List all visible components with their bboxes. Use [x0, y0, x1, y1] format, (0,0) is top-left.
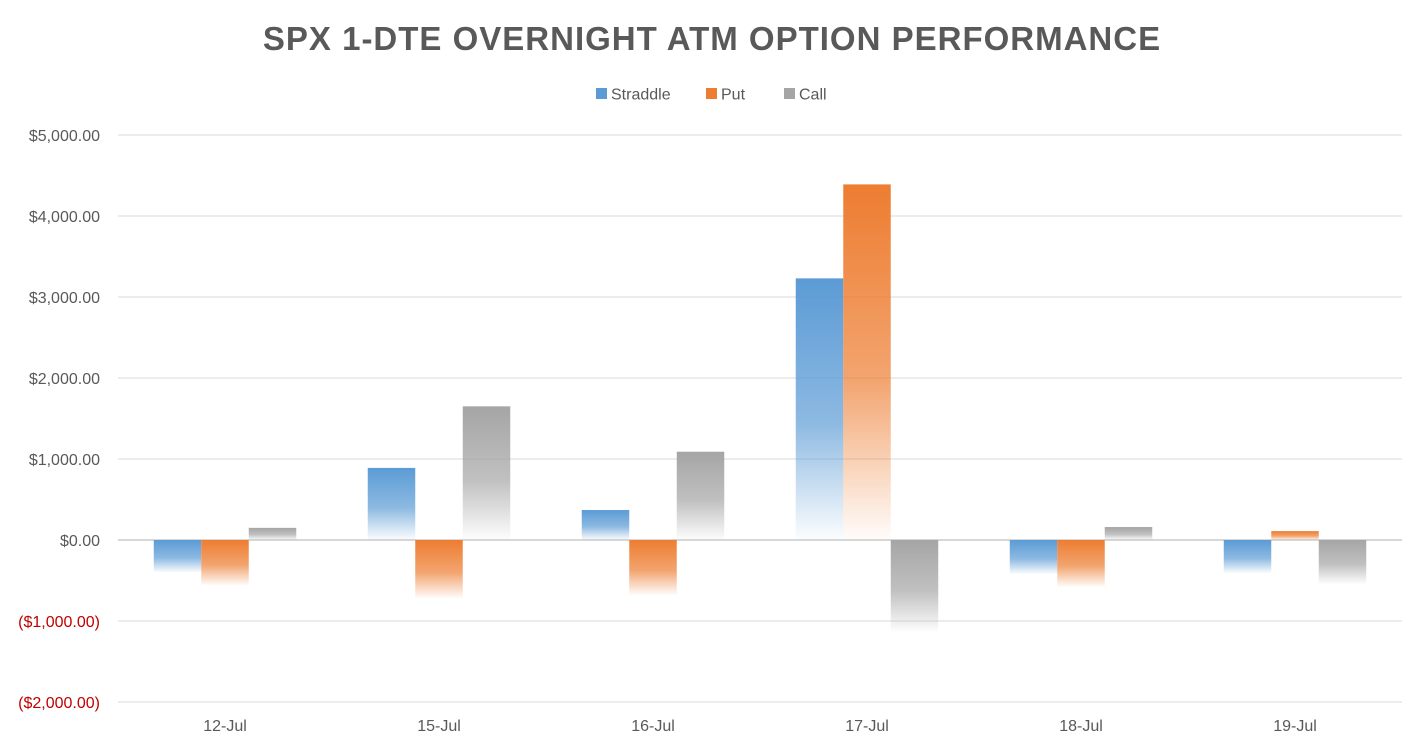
legend: Straddle Put Call	[596, 87, 827, 104]
bar-straddle-15-jul	[367, 467, 416, 540]
bar-straddle-18-jul	[1009, 540, 1058, 575]
bar-put-12-jul	[201, 540, 249, 586]
bar-put-16-jul	[629, 540, 677, 596]
bar-straddle-17-jul	[795, 278, 844, 540]
bar-straddle-12-jul	[153, 540, 202, 573]
bar-call-18-jul	[1104, 527, 1153, 540]
bar-put-15-jul	[415, 540, 463, 599]
bar-straddle-19-jul	[1223, 540, 1272, 574]
legend-swatch	[784, 88, 795, 99]
chart-title: SPX 1-DTE OVERNIGHT ATM OPTION PERFORMAN…	[263, 20, 1161, 57]
bar-straddle-16-jul	[581, 510, 630, 540]
y-tick-label: $5,000.00	[29, 128, 100, 145]
legend-label: Straddle	[611, 87, 671, 104]
y-tick-label: $1,000.00	[29, 452, 100, 469]
bar-call-17-jul	[890, 540, 939, 632]
x-tick-label: 17-Jul	[845, 718, 889, 735]
bar-call-16-jul	[676, 451, 725, 540]
legend-swatch	[596, 88, 607, 99]
bar-call-12-jul	[248, 527, 297, 540]
bars	[153, 184, 1367, 632]
gridlines	[118, 134, 1402, 703]
y-tick-label: $3,000.00	[29, 290, 100, 307]
bar-put-17-jul	[843, 184, 891, 540]
y-tick-label: ($2,000.00)	[18, 695, 100, 712]
y-tick-label: ($1,000.00)	[18, 614, 100, 631]
bar-put-18-jul	[1057, 540, 1105, 587]
legend-swatch	[706, 88, 717, 99]
x-tick-label: 15-Jul	[417, 718, 461, 735]
x-tick-label: 16-Jul	[631, 718, 675, 735]
y-tick-label: $2,000.00	[29, 371, 100, 388]
x-tick-label: 19-Jul	[1273, 718, 1317, 735]
legend-label: Put	[721, 87, 746, 104]
y-tick-label: $0.00	[60, 533, 100, 550]
x-tick-label: 12-Jul	[203, 718, 247, 735]
bar-call-15-jul	[462, 406, 511, 540]
x-tick-label: 18-Jul	[1059, 718, 1103, 735]
legend-item-straddle: Straddle	[596, 87, 671, 104]
legend-item-put: Put	[706, 87, 746, 104]
legend-label: Call	[799, 87, 827, 104]
y-tick-label: $4,000.00	[29, 209, 100, 226]
bar-put-19-jul	[1271, 531, 1319, 540]
legend-item-call: Call	[784, 87, 827, 104]
axes: $5,000.00 $4,000.00 $3,000.00 $2,000.00 $1,0…	[18, 128, 1317, 735]
bar-call-19-jul	[1318, 540, 1367, 584]
